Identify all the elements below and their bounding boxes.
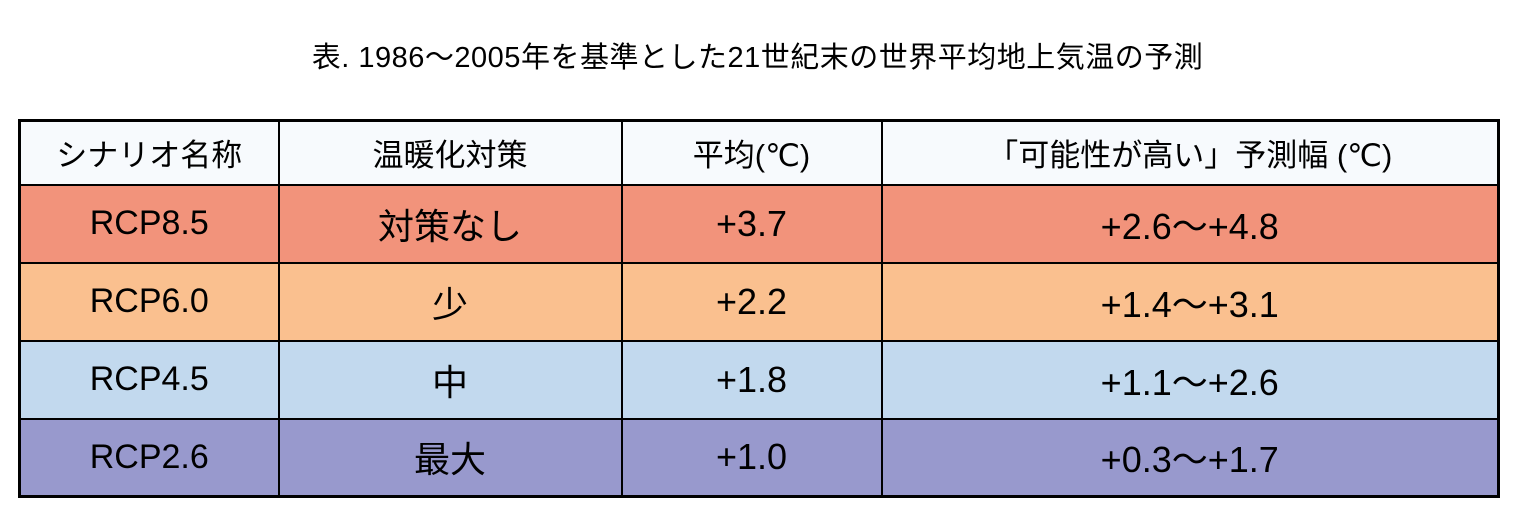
measure-cell: 最大 bbox=[277, 417, 623, 498]
column-header-mean: 平均(℃) bbox=[620, 119, 883, 186]
table-row: RCP6.0 少 +2.2 +1.4～+3.1 bbox=[18, 261, 1500, 342]
likely-range-cell: +2.6～+4.8 bbox=[880, 183, 1500, 264]
likely-range-cell: +0.3～+1.7 bbox=[880, 417, 1500, 498]
table-row: RCP2.6 最大 +1.0 +0.3～+1.7 bbox=[18, 417, 1500, 498]
mean-temp-cell: +2.2 bbox=[620, 261, 883, 342]
column-header-range: 「可能性が高い」予測幅 (℃) bbox=[880, 119, 1500, 186]
table-row: RCP4.5 中 +1.8 +1.1～+2.6 bbox=[18, 339, 1500, 420]
mean-temp-cell: +1.8 bbox=[620, 339, 883, 420]
scenario-name-cell: RCP6.0 bbox=[18, 261, 280, 342]
likely-range-cell: +1.1～+2.6 bbox=[880, 339, 1500, 420]
scenario-name-cell: RCP4.5 bbox=[18, 339, 280, 420]
mean-temp-cell: +3.7 bbox=[620, 183, 883, 264]
column-header-scenario: シナリオ名称 bbox=[18, 119, 280, 186]
measure-cell: 少 bbox=[277, 261, 623, 342]
rcp-projection-table: シナリオ名称 温暖化対策 平均(℃) 「可能性が高い」予測幅 (℃) RCP8.… bbox=[18, 119, 1500, 498]
measure-cell: 対策なし bbox=[277, 183, 623, 264]
table-header-row: シナリオ名称 温暖化対策 平均(℃) 「可能性が高い」予測幅 (℃) bbox=[18, 119, 1500, 186]
scenario-name-cell: RCP8.5 bbox=[18, 183, 280, 264]
scenario-name-cell: RCP2.6 bbox=[18, 417, 280, 498]
table-row: RCP8.5 対策なし +3.7 +2.6～+4.8 bbox=[18, 183, 1500, 264]
mean-temp-cell: +1.0 bbox=[620, 417, 883, 498]
figure-title: 表. 1986～2005年を基準とした21世紀末の世界平均地上気温の予測 bbox=[311, 42, 1204, 74]
likely-range-cell: +1.4～+3.1 bbox=[880, 261, 1500, 342]
column-header-measures: 温暖化対策 bbox=[277, 119, 623, 186]
measure-cell: 中 bbox=[277, 339, 623, 420]
